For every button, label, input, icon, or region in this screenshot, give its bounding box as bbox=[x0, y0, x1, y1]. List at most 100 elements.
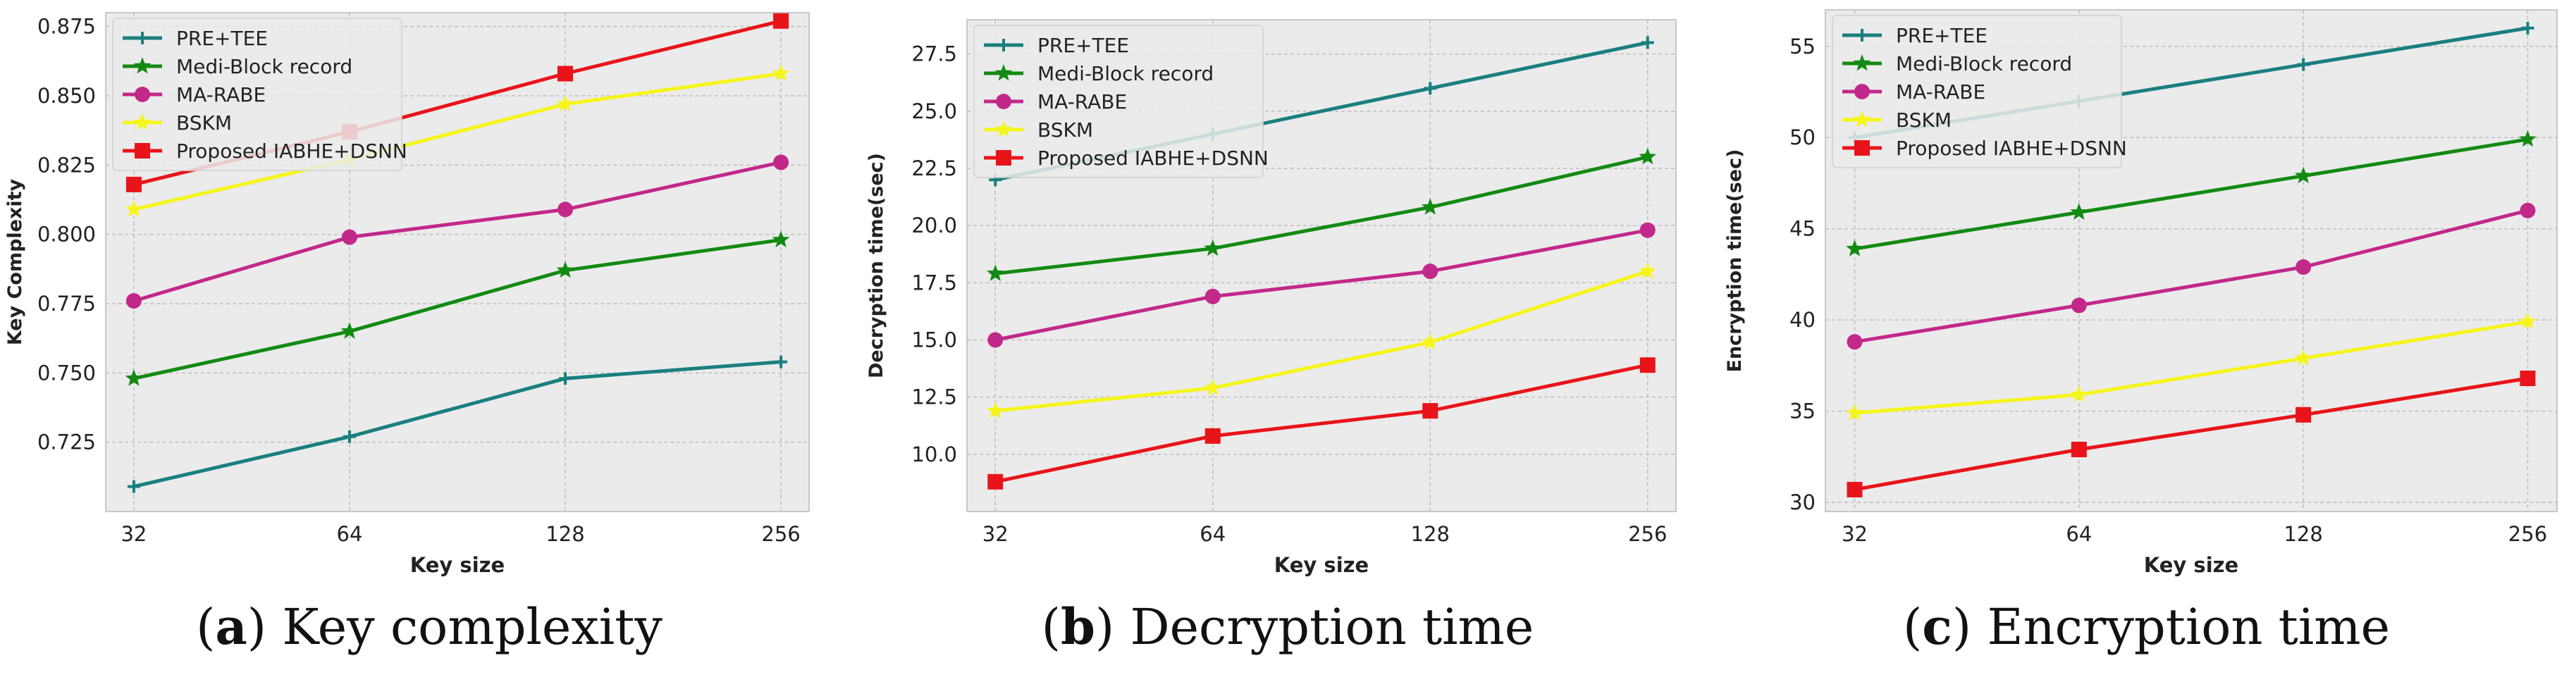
legend-label: Proposed IABHE+DSNN bbox=[176, 140, 407, 163]
data-point bbox=[127, 480, 140, 493]
x-tick-label: 64 bbox=[1200, 522, 1226, 546]
legend-label: MA-RABE bbox=[1037, 90, 1127, 113]
series-ma-rabe bbox=[125, 154, 789, 309]
series-proposed-iabhe-dsnn bbox=[987, 357, 1656, 490]
x-tick-label: 32 bbox=[121, 522, 147, 546]
data-point bbox=[1641, 36, 1654, 49]
legend-box bbox=[1832, 15, 2122, 168]
series-pre-tee bbox=[127, 355, 788, 493]
y-tick-label: 22.5 bbox=[911, 156, 957, 180]
data-point bbox=[125, 200, 143, 217]
data-point bbox=[772, 64, 790, 82]
legend-label: BSKM bbox=[1896, 108, 1952, 132]
series-bskm bbox=[986, 262, 1657, 418]
data-point bbox=[343, 430, 356, 443]
data-point bbox=[986, 264, 1004, 281]
data-point bbox=[2295, 259, 2312, 275]
data-point bbox=[2519, 312, 2537, 330]
legend: PRE+TEE Medi-Block record MA-RABE BSKM Propo… bbox=[112, 18, 407, 171]
caption-b: (b) Decryption time bbox=[1041, 597, 1534, 656]
y-axis-label: Decryption time(sec) bbox=[865, 153, 887, 378]
x-axis-label: Key size bbox=[2144, 553, 2238, 577]
data-point bbox=[1847, 334, 1863, 350]
x-tick-label: 128 bbox=[2284, 522, 2322, 546]
y-tick-label: 55 bbox=[1789, 35, 1816, 58]
y-tick-label: 45 bbox=[1789, 217, 1816, 241]
data-point bbox=[1422, 403, 1438, 419]
x-tick-label: 32 bbox=[1842, 522, 1868, 546]
data-point bbox=[1846, 404, 1863, 421]
data-point bbox=[340, 322, 359, 339]
data-point bbox=[1847, 481, 1863, 497]
series-line bbox=[1854, 320, 2528, 415]
data-point bbox=[2071, 441, 2087, 457]
legend-label: PRE+TEE bbox=[1896, 24, 1988, 47]
legend-label: BSKM bbox=[176, 111, 232, 135]
legend-marker bbox=[1853, 54, 1871, 71]
x-axis-label: Key size bbox=[410, 553, 505, 577]
series-line bbox=[133, 72, 782, 211]
data-point bbox=[987, 332, 1004, 348]
y-tick-label: 20.0 bbox=[911, 213, 957, 237]
legend-marker bbox=[994, 120, 1013, 137]
legend-label: MA-RABE bbox=[1896, 80, 1985, 104]
data-point bbox=[1422, 264, 1438, 280]
x-tick-label: 256 bbox=[2508, 522, 2547, 546]
legend-marker bbox=[1854, 140, 1870, 156]
data-point bbox=[2297, 58, 2310, 71]
y-tick-label: 0.800 bbox=[37, 223, 96, 247]
data-point bbox=[2070, 385, 2088, 402]
data-point bbox=[987, 473, 1004, 490]
y-tick-label: 0.750 bbox=[37, 361, 96, 385]
series-line bbox=[133, 360, 782, 489]
data-point bbox=[556, 261, 574, 278]
legend-marker bbox=[996, 94, 1011, 109]
y-tick-label: 17.5 bbox=[911, 271, 957, 294]
series-line bbox=[994, 228, 1648, 342]
chart-panel-c: 30 35 40 45 50 55 32 64 128 256 Key size Encryption… bbox=[1724, 9, 2558, 577]
series-line bbox=[1854, 137, 2528, 251]
series-line bbox=[1854, 209, 2529, 344]
data-point bbox=[2070, 203, 2088, 220]
data-point bbox=[557, 202, 574, 218]
series-medi-block-record bbox=[986, 147, 1657, 281]
series-medi-block-record bbox=[1846, 130, 2537, 256]
chart-panel-b: 10.0 12.5 15.0 17.5 20.0 22.5 25.0 27.5 32 64 128 2… bbox=[865, 19, 1677, 577]
x-tick-label: 64 bbox=[2066, 522, 2092, 546]
legend-marker bbox=[1856, 29, 1868, 42]
legend-label: MA-RABE bbox=[176, 83, 266, 106]
chart-panel-a: 0.725 0.750 0.775 0.800 0.825 0.850 0.875 32 64 1… bbox=[4, 12, 810, 577]
y-tick-label: 0.875 bbox=[37, 15, 96, 39]
y-tick-label: 0.725 bbox=[37, 430, 96, 454]
y-tick-label: 0.825 bbox=[37, 153, 96, 177]
legend-label: BSKM bbox=[1037, 118, 1093, 142]
y-tick-label: 10.0 bbox=[911, 442, 957, 466]
data-point bbox=[2519, 130, 2537, 147]
y-tick-label: 12.5 bbox=[911, 385, 957, 409]
legend-label: Medi-Block record bbox=[1896, 52, 2072, 75]
legend-label: Proposed IABHE+DSNN bbox=[1896, 137, 2127, 160]
data-point bbox=[2520, 370, 2536, 386]
x-tick-label: 128 bbox=[546, 522, 584, 546]
data-point bbox=[773, 154, 789, 170]
y-tick-label: 25.0 bbox=[911, 99, 957, 123]
series-proposed-iabhe-dsnn bbox=[1847, 370, 2536, 497]
data-point bbox=[1639, 357, 1656, 373]
legend: PRE+TEE Medi-Block record MA-RABE BSKM Propo… bbox=[1832, 15, 2127, 168]
series-medi-block-record bbox=[125, 230, 790, 386]
legend-marker bbox=[1854, 84, 1870, 99]
data-point bbox=[1639, 262, 1657, 279]
data-point bbox=[556, 94, 574, 112]
data-point bbox=[341, 229, 357, 245]
data-point bbox=[559, 372, 572, 385]
series-line bbox=[133, 160, 782, 303]
x-tick-label: 256 bbox=[761, 522, 800, 546]
series-line bbox=[994, 155, 1648, 275]
x-tick-label: 64 bbox=[337, 522, 363, 546]
legend-marker bbox=[136, 32, 149, 44]
data-point bbox=[1639, 222, 1656, 238]
legend-marker bbox=[997, 39, 1010, 51]
series-line bbox=[994, 363, 1648, 484]
legend-marker bbox=[135, 143, 150, 159]
data-point bbox=[2520, 202, 2536, 218]
